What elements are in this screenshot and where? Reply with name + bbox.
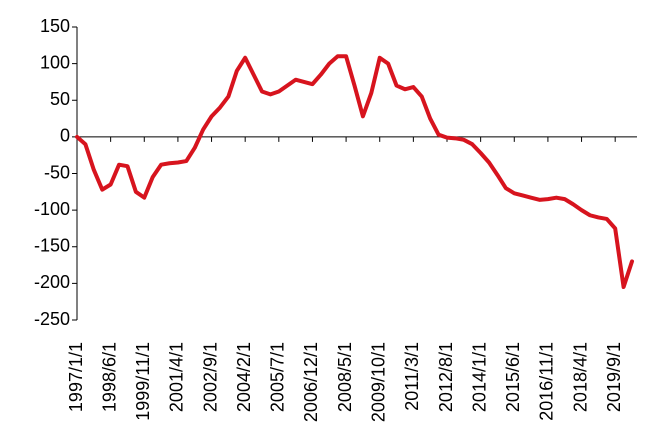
x-tick-label: 1999/11/1 [133,342,153,421]
x-tick-label: 1998/6/1 [99,342,119,412]
x-tick-label: 2016/11/1 [537,342,557,421]
y-tick-label: -200 [34,272,70,292]
y-tick-label: 50 [50,89,70,109]
y-tick-label: 0 [60,126,70,146]
line-series [75,54,634,290]
y-tick-label: 150 [40,16,70,36]
x-tick-label: 2002/9/1 [200,342,220,412]
y-tick-label: -150 [34,236,70,256]
x-tick-label: 2009/10/1 [368,342,388,422]
x-tick-label: 2001/4/1 [167,342,187,412]
y-tick-label: 100 [40,52,70,72]
x-tick-label: 2008/5/1 [335,342,355,412]
x-tick-label: 2014/1/1 [469,342,489,412]
y-tick-label: -100 [34,199,70,219]
x-tick-label: 2005/7/1 [268,342,288,412]
y-tick-label: -250 [34,309,70,329]
x-tick-label: 2006/12/1 [301,342,321,422]
y-tick-label: -50 [44,162,70,182]
x-tick-label: 1997/1/1 [66,342,86,412]
x-tick-label: 2019/9/1 [604,342,624,412]
x-tick-label: 2004/2/1 [234,342,254,412]
x-tick-label: 2015/6/1 [503,342,523,412]
x-tick-label: 2011/3/1 [402,342,422,411]
x-tick-label: 2018/4/1 [570,342,590,412]
x-tick-label: 2012/8/1 [436,342,456,412]
